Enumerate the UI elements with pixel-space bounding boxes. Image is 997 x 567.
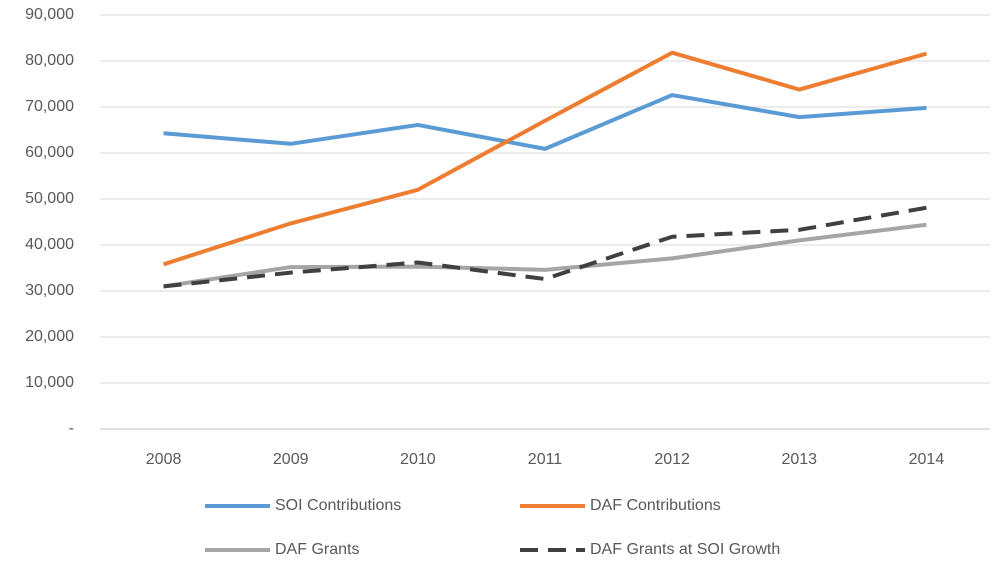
line-series — [163, 93, 927, 151]
x-tick-label: 2009 — [273, 451, 309, 468]
legend-label: DAF Grants at SOI Growth — [590, 541, 780, 558]
legend-label: SOI Contributions — [275, 497, 401, 514]
y-tick-label: 50,000 — [25, 190, 74, 207]
x-tick-label: 2014 — [909, 451, 945, 468]
y-tick-label: 20,000 — [25, 328, 74, 345]
y-tick-label: 60,000 — [25, 144, 74, 161]
y-tick-label: 80,000 — [25, 52, 74, 69]
y-tick-label: 10,000 — [25, 374, 74, 391]
y-tick-label: - — [69, 420, 74, 437]
x-tick-label: 2013 — [781, 451, 817, 468]
legend-label: DAF Contributions — [590, 497, 721, 514]
legend-label: DAF Grants — [275, 541, 359, 558]
x-tick-label: 2010 — [400, 451, 436, 468]
x-tick-label: 2012 — [654, 451, 690, 468]
line-series — [163, 205, 927, 289]
y-tick-label: 30,000 — [25, 282, 74, 299]
y-tick-label: 70,000 — [25, 98, 74, 115]
y-tick-label: 40,000 — [25, 236, 74, 253]
line-series — [163, 222, 927, 289]
line-series — [162, 50, 927, 267]
y-tick-label: 90,000 — [25, 6, 74, 23]
x-tick-label: 2008 — [146, 451, 182, 468]
x-tick-label: 2011 — [528, 451, 563, 468]
